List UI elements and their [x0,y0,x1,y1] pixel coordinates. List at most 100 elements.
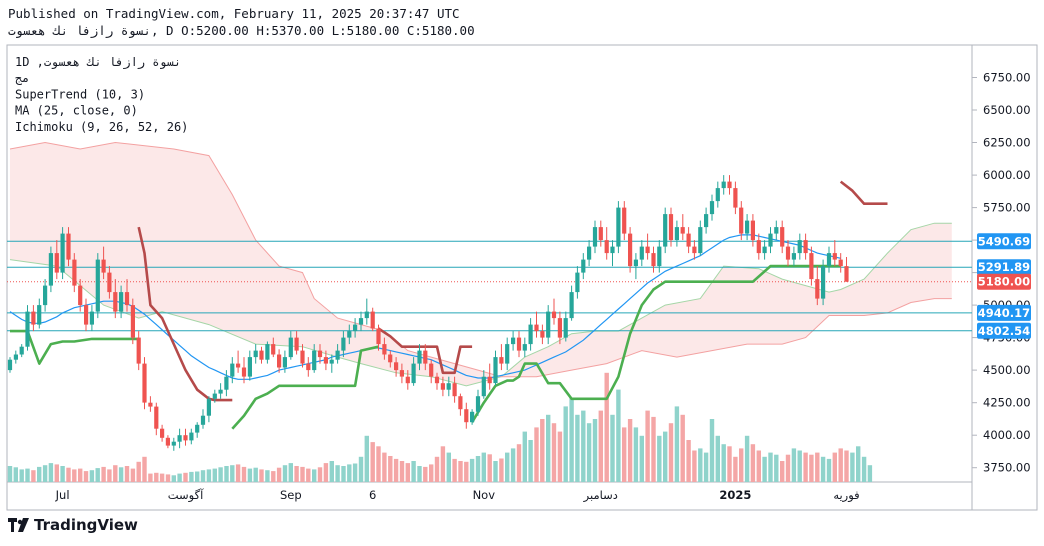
candle [13,350,18,364]
candle [645,233,650,260]
volume-bar [101,466,106,482]
volume-bar [838,448,843,482]
candle-body [546,311,551,338]
candle-body [282,357,287,368]
candle-body [312,350,317,371]
candle-body [487,376,492,384]
volume-bar [791,448,797,482]
candle-body [464,409,469,423]
volume-bar [458,461,463,482]
candle-body [247,357,252,377]
candle-body [388,354,393,363]
volume-bar [417,466,422,482]
candle [575,266,580,299]
candle-body [511,337,516,345]
candle [815,266,820,306]
candle-body [797,240,802,254]
candle [534,311,539,338]
volume-bar [797,450,802,482]
candle-body [353,324,358,332]
candle [195,422,200,438]
candle-body [756,240,761,254]
volume-bar [19,469,24,482]
candle [674,220,679,247]
price-label-bg [977,322,1031,339]
volume-bar [510,448,516,482]
volume-bar [856,446,861,482]
volume-bar [551,423,557,482]
senkou-span-b [9,141,952,378]
candle [376,324,381,351]
price-label: 4802.54 [977,322,1031,339]
volume-bar [540,419,545,482]
candle-body [119,292,124,312]
candle [797,233,802,260]
volume-bar [867,465,873,482]
candle-body [622,207,627,234]
candle [610,240,615,267]
candle-body [142,363,147,403]
volume-bar [832,452,837,482]
candle [206,396,211,423]
candle [709,194,715,221]
price-label: 5490.69 [977,233,1031,250]
candle [458,393,463,416]
volume-bar [475,456,481,482]
volume-bar [516,444,522,482]
candle-body [557,318,562,338]
volume-bar [130,468,136,482]
volume-bar [668,423,674,482]
candle-body [253,350,258,358]
volume-bar [493,461,498,482]
candles[interactable] [7,175,849,451]
candle [148,396,153,412]
volume-bar [370,442,375,482]
candle [493,350,498,386]
candle [668,207,674,247]
brand-name: TradingView [34,516,138,534]
price-label: 5180.00 [977,273,1031,290]
volume-bar [815,452,820,482]
volume-bar [165,474,171,482]
candle-body [785,246,791,260]
candle-body [505,344,510,364]
candle-body [458,396,463,410]
candle-body [224,376,229,390]
volume-bar [376,446,381,482]
volume-bar [639,435,644,482]
candle [470,409,475,425]
candle-body [364,311,369,319]
candle [66,227,71,267]
volume-bar [218,467,223,482]
candle-body [25,311,30,347]
x-tick-label: فوریه [833,488,859,503]
volume-bar [826,458,832,482]
candle-body [780,227,785,247]
candle [183,428,188,446]
candle [499,344,504,371]
candle [60,227,65,280]
volume-bar [686,440,691,482]
candle-body [745,220,750,234]
x-tick-label: آگوست [168,488,204,503]
candle-body [446,383,451,390]
volume-bar [785,454,791,482]
volume-bar [89,470,95,482]
candle-body [674,227,679,241]
volume-bar [136,461,141,482]
candle-body [616,207,621,247]
candle [394,357,399,377]
price-label-text: 4940.17 [978,306,1030,320]
candle [762,240,767,260]
candle [581,253,586,280]
candle [230,357,235,384]
candle-body [294,337,299,351]
volume-bar [844,450,849,482]
x-tick-label: 6 [369,488,376,502]
volume-bar [399,461,405,482]
candle [739,201,744,241]
candle [785,240,791,267]
volume-bar [300,466,305,482]
volume-bar [604,372,609,482]
